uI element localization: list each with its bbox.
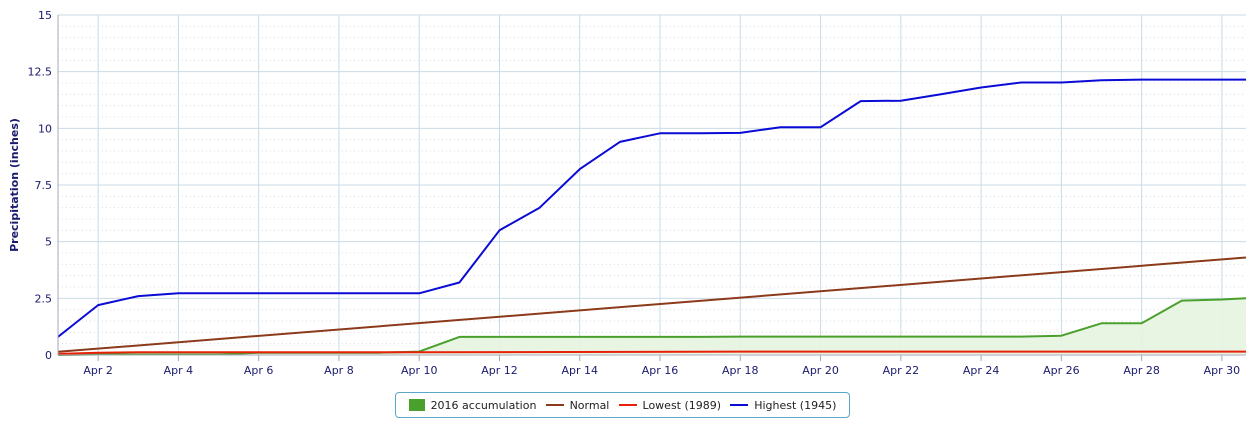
y-tick-label: 7.5 — [35, 179, 53, 192]
legend-swatch — [730, 404, 749, 406]
y-tick-label: 12.5 — [28, 66, 53, 79]
x-tick-label: Apr 10 — [401, 364, 438, 377]
x-tick-label: Apr 14 — [561, 364, 598, 377]
x-tick-label: Apr 22 — [883, 364, 920, 377]
x-tick-label: Apr 26 — [1043, 364, 1080, 377]
legend-label: 2016 accumulation — [430, 398, 537, 412]
legend-item-2016-accumulation[interactable]: 2016 accumulation — [408, 398, 537, 412]
y-tick-label: 15 — [38, 9, 52, 22]
x-tick-label: Apr 4 — [164, 364, 194, 377]
y-tick-label: 10 — [38, 122, 52, 135]
series-area-2016-accumulation — [58, 298, 1246, 355]
x-tick-label: Apr 18 — [722, 364, 759, 377]
legend-item-lowest-1989[interactable]: Lowest (1989) — [618, 398, 722, 412]
y-tick-label: 0 — [45, 349, 52, 362]
legend-item-normal[interactable]: Normal — [545, 398, 610, 412]
y-tick-label: 5 — [45, 236, 52, 249]
legend-label: Lowest (1989) — [642, 398, 722, 412]
legend: 2016 accumulation Normal Lowest (1989) High… — [395, 392, 850, 418]
legend-item-highest-1945[interactable]: Highest (1945) — [730, 399, 836, 412]
x-tick-label: Apr 20 — [802, 364, 839, 377]
axes — [57, 15, 1246, 361]
x-tick-label: Apr 16 — [642, 364, 679, 377]
y-tick-label: 2.5 — [35, 292, 53, 305]
x-tick-label: Apr 30 — [1204, 364, 1241, 377]
x-tick-label: Apr 28 — [1123, 364, 1160, 377]
legend-label: Highest (1945) — [754, 398, 837, 412]
legend-label: Normal — [569, 398, 610, 412]
legend-swatch — [618, 404, 637, 406]
x-tick-label: Apr 12 — [481, 364, 518, 377]
x-tick-label: Apr 8 — [324, 364, 354, 377]
x-tick-label: Apr 2 — [83, 364, 113, 377]
series-line-highest-1945 — [57, 78, 1246, 338]
plot-series — [57, 78, 1247, 356]
x-tick-label: Apr 24 — [963, 364, 1000, 377]
legend-swatch — [545, 404, 564, 406]
y-axis-title: Precipitation (inches) — [8, 118, 21, 252]
legend-swatch — [408, 399, 425, 411]
series-line-lowest-1989 — [57, 350, 1246, 355]
x-tick-label: Apr 6 — [244, 364, 274, 377]
x-tick-labels: Apr 2 Apr 4 Apr 6 Apr 8 Apr 10 Apr 12 Apr 14 Ap… — [83, 364, 1240, 377]
major-gridlines — [58, 14, 1246, 356]
series-line-normal — [57, 256, 1247, 353]
y-tick-labels: 0 2.5 5 7.5 10 12.5 15 — [28, 9, 53, 362]
